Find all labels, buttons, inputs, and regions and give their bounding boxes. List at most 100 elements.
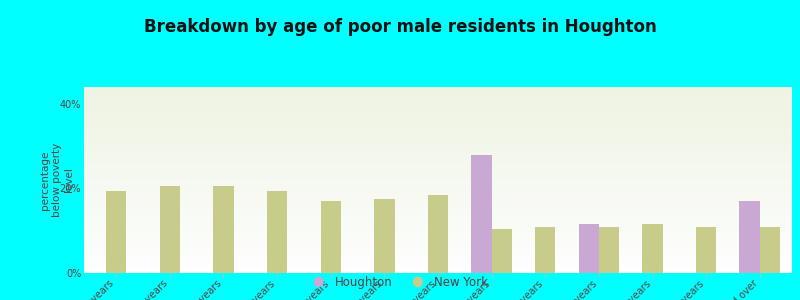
Bar [84, 236, 792, 238]
Bar [599, 226, 619, 273]
Bar [84, 135, 792, 137]
Bar [84, 122, 792, 124]
Bar [84, 226, 792, 228]
Bar [84, 214, 792, 215]
Bar [84, 238, 792, 239]
Bar [84, 100, 792, 102]
Bar [84, 184, 792, 186]
Bar [84, 143, 792, 145]
Bar [84, 254, 792, 256]
Bar [84, 96, 792, 98]
Bar [84, 253, 792, 254]
Bar [84, 137, 792, 139]
Bar [160, 186, 180, 273]
Bar [84, 219, 792, 221]
Bar [84, 217, 792, 219]
Bar [84, 208, 792, 210]
Bar [760, 226, 780, 273]
Bar [84, 89, 792, 91]
Bar [84, 150, 792, 152]
Bar [214, 186, 234, 273]
Bar [84, 130, 792, 132]
Bar [84, 156, 792, 158]
Bar [84, 245, 792, 247]
Bar [696, 226, 716, 273]
Bar [84, 262, 792, 264]
Bar [84, 109, 792, 111]
Bar [84, 180, 792, 182]
Bar [739, 201, 760, 273]
Bar [84, 239, 792, 242]
Bar [84, 176, 792, 178]
Bar [84, 167, 792, 169]
Bar [84, 141, 792, 143]
Bar [84, 106, 792, 107]
Bar [84, 148, 792, 150]
Bar [84, 247, 792, 249]
Bar [84, 98, 792, 100]
Bar [535, 226, 555, 273]
Bar [84, 172, 792, 174]
Bar [471, 154, 492, 273]
Bar [84, 113, 792, 115]
Bar [84, 258, 792, 260]
Bar [84, 117, 792, 118]
Bar [84, 189, 792, 191]
Bar [106, 190, 126, 273]
Bar [84, 191, 792, 193]
Bar [84, 111, 792, 113]
Bar [84, 199, 792, 200]
Bar [84, 126, 792, 128]
Y-axis label: percentage
below poverty
level: percentage below poverty level [40, 143, 74, 217]
Bar [84, 206, 792, 208]
Bar [84, 266, 792, 267]
Bar [84, 256, 792, 258]
Bar [84, 139, 792, 141]
Bar [84, 87, 792, 89]
Bar [84, 124, 792, 126]
Bar [84, 234, 792, 236]
Bar [84, 160, 792, 161]
Bar [84, 225, 792, 226]
Bar [84, 182, 792, 184]
Bar [84, 178, 792, 180]
Bar [84, 121, 792, 122]
Bar [642, 224, 662, 273]
Bar [84, 197, 792, 199]
Text: Breakdown by age of poor male residents in Houghton: Breakdown by age of poor male residents … [144, 18, 656, 36]
Bar [84, 242, 792, 243]
Bar [84, 152, 792, 154]
Bar [84, 186, 792, 188]
Bar [84, 171, 792, 172]
Bar [84, 128, 792, 130]
Bar [84, 134, 792, 135]
Bar [84, 132, 792, 134]
Bar [84, 200, 792, 202]
Bar [84, 118, 792, 121]
Bar [84, 94, 792, 96]
Bar [321, 201, 341, 273]
Bar [84, 193, 792, 195]
Bar [84, 161, 792, 163]
Bar [84, 93, 792, 94]
Bar [84, 104, 792, 106]
Bar [84, 188, 792, 189]
Bar [84, 212, 792, 214]
Bar [84, 102, 792, 104]
Bar [84, 146, 792, 148]
Bar [84, 202, 792, 204]
Bar [84, 232, 792, 234]
Bar [84, 163, 792, 165]
Bar [84, 260, 792, 262]
Bar [84, 271, 792, 273]
Bar [84, 145, 792, 146]
Bar [84, 215, 792, 217]
Bar [492, 229, 512, 273]
Bar [578, 224, 599, 273]
Bar [84, 221, 792, 223]
Bar [84, 251, 792, 253]
Bar [84, 210, 792, 212]
Bar [84, 165, 792, 167]
Bar [84, 249, 792, 251]
Bar [84, 115, 792, 117]
